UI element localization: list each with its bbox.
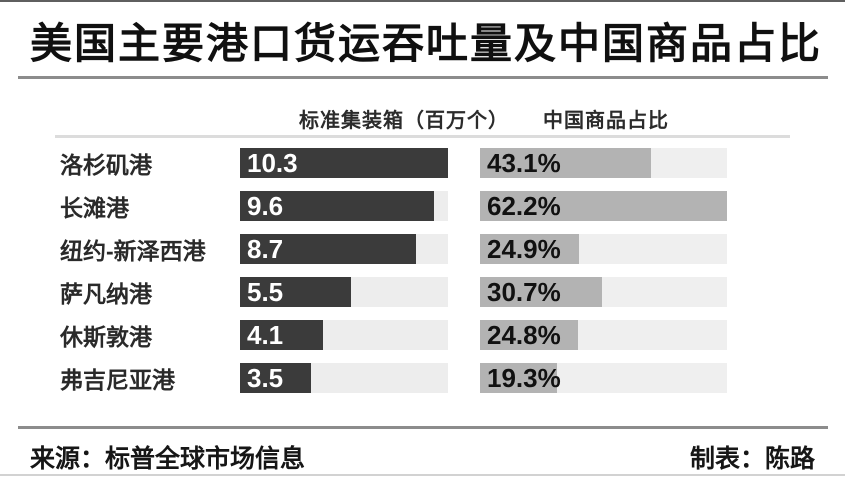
share-bar-track: 24.8% bbox=[480, 320, 727, 350]
teu-value: 5.5 bbox=[247, 277, 284, 307]
port-name: 纽约-新泽西港 bbox=[60, 238, 206, 264]
table-row: 长滩港 9.6 62.2% bbox=[0, 191, 845, 221]
table-row: 休斯敦港 4.1 24.8% bbox=[0, 320, 845, 350]
teu-bar: 8.7 bbox=[240, 234, 416, 264]
share-value: 19.3% bbox=[487, 363, 561, 393]
share-value: 43.1% bbox=[487, 148, 561, 178]
teu-bar-track: 3.5 bbox=[240, 363, 448, 393]
share-value: 62.2% bbox=[487, 191, 561, 221]
page-title: 美国主要港口货运吞吐量及中国商品占比 bbox=[30, 22, 823, 68]
teu-bar-track: 4.1 bbox=[240, 320, 448, 350]
share-bar-track: 30.7% bbox=[480, 277, 727, 307]
teu-value: 4.1 bbox=[247, 320, 284, 350]
teu-bar: 9.6 bbox=[240, 191, 434, 221]
table-row: 弗吉尼亚港 3.5 19.3% bbox=[0, 363, 845, 393]
source-note: 来源：标普全球市场信息 bbox=[30, 446, 306, 473]
header-divider bbox=[55, 135, 790, 138]
share-bar: 43.1% bbox=[480, 148, 652, 178]
port-name: 休斯敦港 bbox=[60, 324, 152, 350]
teu-bar-track: 5.5 bbox=[240, 277, 448, 307]
share-bar-track: 62.2% bbox=[480, 191, 727, 221]
teu-bar: 3.5 bbox=[240, 363, 311, 393]
share-value: 24.9% bbox=[487, 234, 561, 264]
teu-value: 3.5 bbox=[247, 363, 284, 393]
teu-bar: 10.3 bbox=[240, 148, 448, 178]
teu-bar: 4.1 bbox=[240, 320, 323, 350]
table-row: 纽约-新泽西港 8.7 24.9% bbox=[0, 234, 845, 264]
teu-bar-track: 9.6 bbox=[240, 191, 448, 221]
share-bar-track: 43.1% bbox=[480, 148, 727, 178]
port-name: 洛杉矶港 bbox=[60, 152, 152, 178]
port-name: 弗吉尼亚港 bbox=[60, 367, 175, 393]
share-bar-track: 24.9% bbox=[480, 234, 727, 264]
credit-note: 制表：陈路 bbox=[689, 446, 815, 473]
teu-bar-track: 8.7 bbox=[240, 234, 448, 264]
share-bar: 24.8% bbox=[480, 320, 579, 350]
share-value: 24.8% bbox=[487, 320, 561, 350]
teu-value: 9.6 bbox=[247, 191, 284, 221]
share-bar: 24.9% bbox=[480, 234, 579, 264]
chart-rows: 洛杉矶港 10.3 43.1% 长滩港 9.6 62.2% bbox=[0, 148, 845, 406]
teu-bar-track: 10.3 bbox=[240, 148, 448, 178]
footer-divider bbox=[18, 426, 828, 429]
port-name: 长滩港 bbox=[60, 195, 129, 221]
port-name: 萨凡纳港 bbox=[60, 281, 152, 307]
column-header-china-share: 中国商品占比 bbox=[543, 110, 669, 132]
bottom-edge-line bbox=[0, 474, 845, 476]
share-bar-track: 19.3% bbox=[480, 363, 727, 393]
share-bar: 30.7% bbox=[480, 277, 602, 307]
title-divider bbox=[18, 76, 828, 79]
table-row: 萨凡纳港 5.5 30.7% bbox=[0, 277, 845, 307]
teu-bar: 5.5 bbox=[240, 277, 352, 307]
share-bar: 19.3% bbox=[480, 363, 561, 393]
share-bar: 62.2% bbox=[480, 191, 727, 221]
share-value: 30.7% bbox=[487, 277, 561, 307]
column-header-teu: 标准集装箱（百万个） bbox=[299, 110, 509, 132]
table-row: 洛杉矶港 10.3 43.1% bbox=[0, 148, 845, 178]
teu-value: 8.7 bbox=[247, 234, 284, 264]
teu-value: 10.3 bbox=[247, 148, 298, 178]
